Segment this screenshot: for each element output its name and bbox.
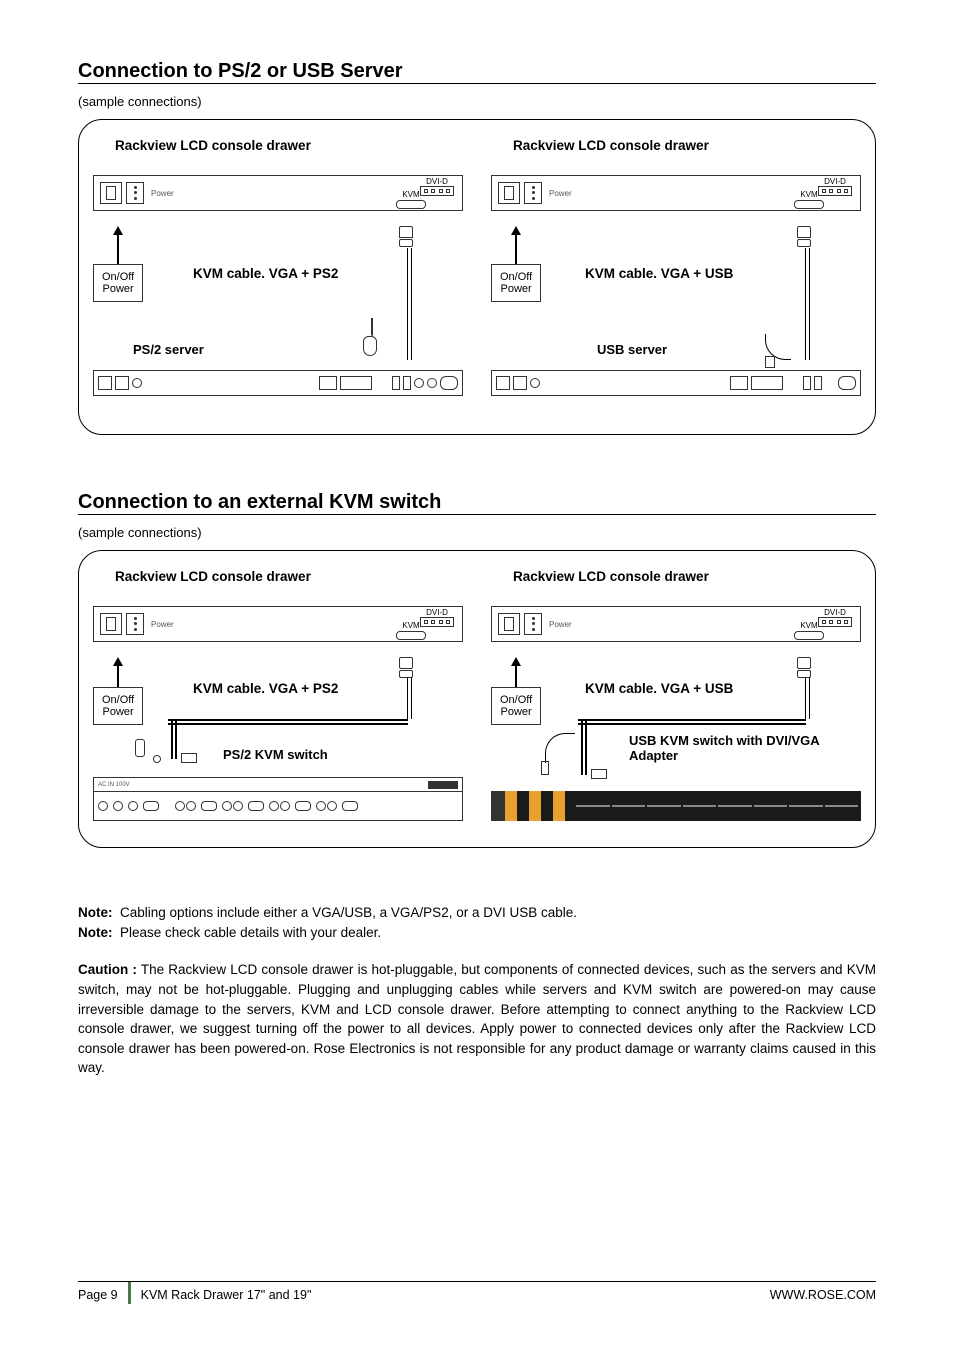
power-connector: Power (100, 613, 174, 635)
cable-label: KVM cable. VGA + PS2 (193, 681, 338, 696)
console-rear-panel: Power DVI-D KVM (93, 606, 463, 642)
section-2-heading: Connection to an external KVM switch (78, 491, 876, 515)
note-prefix: Note: (78, 925, 113, 940)
usb-plug-icon (765, 356, 775, 368)
kb-connector-icon (135, 739, 145, 757)
section-2: Connection to an external KVM switch (sa… (78, 491, 876, 848)
drawer-title: Rackview LCD console drawer (115, 569, 463, 584)
power-label: Power (151, 189, 174, 198)
onoff-power-box: On/Off Power (93, 264, 143, 302)
section-2-subtext: (sample connections) (78, 525, 876, 540)
page-footer: Page 9 KVM Rack Drawer 17" and 19" WWW.R… (78, 1281, 876, 1302)
usb-plug-icon (541, 761, 549, 775)
cable-connector-icon (399, 226, 413, 247)
cable-line (581, 719, 583, 775)
switch-label: USB KVM switch with DVI/VGA Adapter (629, 733, 829, 763)
drawer-title: Rackview LCD console drawer (115, 138, 463, 153)
connector-line (117, 665, 119, 687)
footer-divider (128, 1282, 131, 1304)
switch-label: PS/2 KVM switch (223, 747, 328, 762)
section-1-heading: Connection to PS/2 or USB Server (78, 60, 876, 84)
vga-plug-icon (181, 753, 197, 763)
diagram-2-left: Rackview LCD console drawer Power DVI-D … (93, 569, 463, 833)
note-prefix: Note: (78, 905, 113, 920)
note-1: Note: Cabling options include either a V… (78, 904, 876, 922)
caution-text: The Rackview LCD console drawer is hot-p… (78, 962, 876, 1075)
kvm-label: KVM (794, 191, 824, 209)
kvm-label: KVM (396, 622, 426, 640)
server-label: PS/2 server (133, 342, 204, 357)
console-rear-panel: Power DVI-D KVM (491, 175, 861, 211)
server-rear-panel (491, 370, 861, 396)
onoff-power-box: On/Off Power (93, 687, 143, 725)
diagram-2: Rackview LCD console drawer Power DVI-D … (78, 550, 876, 848)
server-label: USB server (597, 342, 667, 357)
cable-label: KVM cable. VGA + PS2 (193, 266, 338, 281)
usb-cable-curve-icon (545, 733, 575, 763)
ps2-kvm-switch: AC IN 100V (93, 777, 463, 821)
drawer-title: Rackview LCD console drawer (513, 138, 861, 153)
note-2: Note: Please check cable details with yo… (78, 924, 876, 942)
diagram-1-left: Rackview LCD console drawer Power DVI-D … (93, 138, 463, 420)
drawer-title: Rackview LCD console drawer (513, 569, 861, 584)
kvm-label: KVM (794, 622, 824, 640)
cable-connector-icon (399, 657, 413, 678)
console-rear-panel: Power DVI-D KVM (491, 606, 861, 642)
console-rear-panel: Power DVI-D KVM (93, 175, 463, 211)
section-1-subtext: (sample connections) (78, 94, 876, 109)
cable-route-line (168, 723, 408, 725)
cable-route-line (578, 723, 806, 725)
footer-url: WWW.ROSE.COM (770, 1288, 876, 1302)
cable-connector-icon (797, 657, 811, 678)
footer-title: KVM Rack Drawer 17" and 19" (141, 1288, 770, 1302)
footer-page: Page 9 (78, 1288, 128, 1302)
cable-line (407, 677, 409, 719)
power-connector: Power (498, 613, 572, 635)
connector-line (515, 665, 517, 687)
cable-line (805, 677, 807, 719)
kvm-label: KVM (396, 191, 426, 209)
cable-line (805, 248, 807, 360)
cable-route-line (168, 719, 408, 721)
caution-prefix: Caution : (78, 962, 137, 977)
section-1: Connection to PS/2 or USB Server (sample… (78, 60, 876, 435)
cable-connector-icon (797, 226, 811, 247)
cable-route-line (578, 719, 806, 721)
note-2-text: Please check cable details with your dea… (120, 925, 381, 940)
vga-plug-icon (591, 769, 607, 779)
note-1-text: Cabling options include either a VGA/USB… (120, 905, 577, 920)
mouse-connector-icon (363, 318, 381, 356)
cable-line (171, 719, 173, 759)
power-label: Power (549, 620, 572, 629)
notes-block: Note: Cabling options include either a V… (78, 904, 876, 942)
power-label: Power (151, 620, 174, 629)
power-connector: Power (498, 182, 572, 204)
power-label: Power (549, 189, 572, 198)
connector-line (117, 234, 119, 264)
caution-block: Caution : The Rackview LCD console drawe… (78, 960, 876, 1077)
diagram-1: Rackview LCD console drawer Power DVI-D … (78, 119, 876, 435)
connector-line (515, 234, 517, 264)
server-rear-panel (93, 370, 463, 396)
cable-label: KVM cable. VGA + USB (585, 266, 733, 281)
usb-kvm-switch (491, 791, 861, 821)
power-connector: Power (100, 182, 174, 204)
onoff-power-box: On/Off Power (491, 687, 541, 725)
diagram-1-right: Rackview LCD console drawer Power DVI-D … (491, 138, 861, 420)
onoff-power-box: On/Off Power (491, 264, 541, 302)
mouse-connector-icon (153, 755, 161, 763)
diagram-2-right: Rackview LCD console drawer Power DVI-D … (491, 569, 861, 833)
cable-label: KVM cable. VGA + USB (585, 681, 733, 696)
cable-line (407, 248, 409, 360)
